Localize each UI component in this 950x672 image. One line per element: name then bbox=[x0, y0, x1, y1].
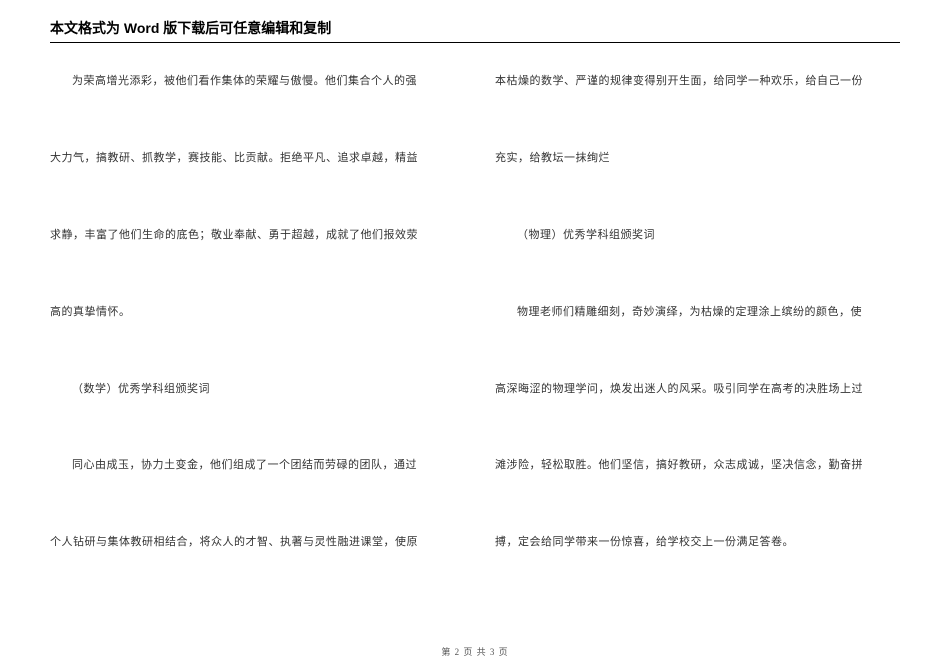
page-header-title: 本文格式为 Word 版下载后可任意编辑和复制 bbox=[50, 18, 900, 43]
left-column: 为荣高增光添彩，被他们看作集体的荣耀与傲慢。他们集合个人的强 大力气，搞教研、抓… bbox=[50, 71, 455, 609]
body-paragraph: 大力气，搞教研、抓教学，赛技能、比贡献。拒绝平凡、追求卓越，精益 bbox=[50, 148, 455, 169]
section-heading: （数学）优秀学科组颁奖词 bbox=[50, 379, 455, 400]
body-paragraph: 个人钻研与集体教研相结合，将众人的才智、执著与灵性融进课堂，使原 bbox=[50, 532, 455, 553]
body-paragraph: 滩涉险，轻松取胜。他们坚信，搞好教研，众志成诚，坚决信念，勤奋拼 bbox=[495, 455, 900, 476]
section-heading: （物理）优秀学科组颁奖词 bbox=[495, 225, 900, 246]
body-paragraph: 高深晦涩的物理学问，焕发出迷人的风采。吸引同学在高考的决胜场上过 bbox=[495, 379, 900, 400]
body-paragraph: 求静，丰富了他们生命的底色；敬业奉献、勇于超越，成就了他们报效荥 bbox=[50, 225, 455, 246]
body-paragraph: 为荣高增光添彩，被他们看作集体的荣耀与傲慢。他们集合个人的强 bbox=[50, 71, 455, 92]
body-paragraph: 本枯燥的数学、严谨的规律变得别开生面，给同学一种欢乐，给自己一份 bbox=[495, 71, 900, 92]
body-paragraph: 充实，给教坛一抹绚烂 bbox=[495, 148, 900, 169]
body-paragraph: 搏，定会给同学带来一份惊喜，给学校交上一份满足答卷。 bbox=[495, 532, 900, 553]
two-column-layout: 为荣高增光添彩，被他们看作集体的荣耀与傲慢。他们集合个人的强 大力气，搞教研、抓… bbox=[50, 71, 900, 609]
document-page: 本文格式为 Word 版下载后可任意编辑和复制 为荣高增光添彩，被他们看作集体的… bbox=[0, 0, 950, 609]
page-footer: 第 2 页 共 3 页 bbox=[0, 645, 950, 658]
body-paragraph: 物理老师们精雕细刻，奇妙演绎，为枯燥的定理涂上缤纷的颜色，使 bbox=[495, 302, 900, 323]
body-paragraph: 高的真挚情怀。 bbox=[50, 302, 455, 323]
body-paragraph: 同心由成玉，协力土变金，他们组成了一个团结而劳碌的团队，通过 bbox=[50, 455, 455, 476]
right-column: 本枯燥的数学、严谨的规律变得别开生面，给同学一种欢乐，给自己一份 充实，给教坛一… bbox=[495, 71, 900, 609]
